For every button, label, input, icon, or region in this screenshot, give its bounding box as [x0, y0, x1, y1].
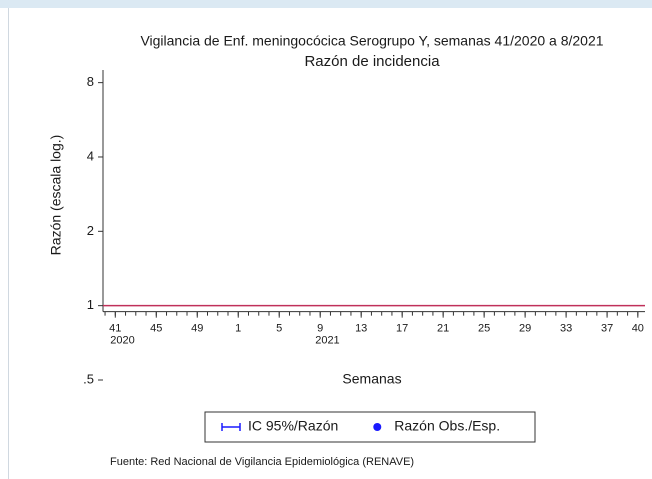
year-label: 2020	[110, 335, 134, 347]
x-tick-label: 13	[355, 323, 367, 335]
y-tick-label: .5	[83, 371, 94, 386]
y-tick-label: 4	[87, 148, 94, 163]
x-axis-label: Semanas	[342, 371, 401, 387]
year-label: 2021	[315, 335, 339, 347]
source-note: Fuente: Red Nacional de Vigilancia Epide…	[110, 456, 414, 468]
y-axis-label: Razón (escala log.)	[48, 135, 64, 256]
top-band	[0, 0, 652, 8]
x-tick-label: 33	[560, 323, 572, 335]
x-tick-label: 40	[632, 323, 644, 335]
legend-label: IC 95%/Razón	[248, 418, 338, 434]
y-tick-label: 8	[87, 74, 94, 89]
chart-subtitle: Razón de incidencia	[304, 53, 440, 70]
x-tick-label: 9	[317, 323, 323, 335]
x-tick-label: 41	[109, 323, 121, 335]
x-tick-label: 1	[235, 323, 241, 335]
legend-dot	[373, 423, 382, 431]
x-tick-label: 45	[150, 323, 162, 335]
legend-box	[204, 411, 536, 443]
x-tick-label: 49	[191, 323, 203, 335]
x-tick-label: 5	[276, 323, 282, 335]
y-tick-label: 1	[87, 297, 94, 312]
x-tick-label: 21	[437, 323, 449, 335]
x-tick-label: 17	[396, 323, 408, 335]
x-tick-label: 25	[478, 323, 490, 335]
chart-title: Vigilancia de Enf. meningocócica Serogru…	[140, 33, 603, 49]
y-tick-label: 2	[87, 223, 94, 238]
x-tick-label: 37	[601, 323, 613, 335]
legend-label: Razón Obs./Esp.	[394, 418, 500, 434]
x-tick-label: 29	[519, 323, 531, 335]
